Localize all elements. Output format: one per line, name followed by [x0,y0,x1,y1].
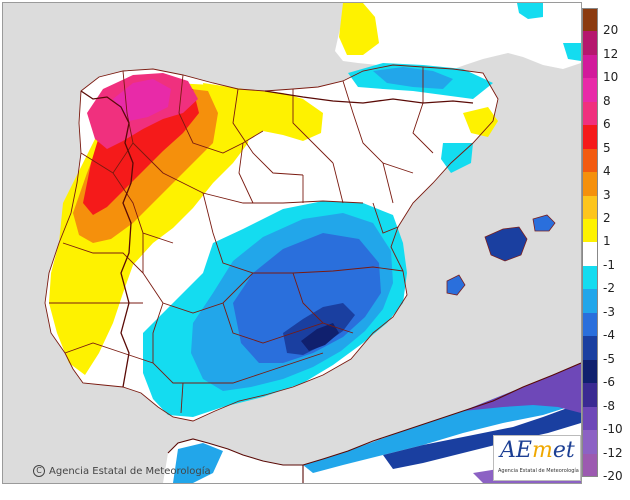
legend-swatch [582,172,598,196]
portugal-border [80,90,134,388]
legend-item: 10 [582,54,628,84]
aemet-logo: AEmet Agencia Estatal de Meteorología [493,435,581,481]
legend-label: 20 [603,23,619,38]
menorca-island [532,214,556,232]
pyrenees-border [264,90,474,104]
legend-label: 6 [603,117,611,132]
legend-label: -1 [603,257,615,272]
legend-item: 20 [582,8,628,37]
aemet-logo-wordmark: AEmet [500,438,575,463]
legend-swatch [582,219,598,243]
africa-landmass [163,363,581,483]
legend-swatch [582,195,598,220]
legend-swatch [582,78,598,102]
africa-border [167,362,581,466]
legend-swatch [582,383,598,407]
legend-item: -1 [582,242,628,272]
copyright-notice: C Agencia Estatal de Meteorología [33,465,211,477]
legend-label: 3 [603,187,611,202]
copyright-icon: C [33,465,45,477]
legend-item: -6 [582,359,628,389]
legend-label: -10 [603,422,623,437]
legend-swatch [582,406,598,431]
legend-item: -2 [582,265,628,295]
copyright-text: Agencia Estatal de Meteorología [49,466,211,477]
legend-label: 10 [603,70,619,85]
legend-swatch [582,242,598,266]
legend-item: 1 [582,219,628,248]
temperature-anomaly-map: C Agencia Estatal de Meteorología AEmet A… [2,2,582,484]
cold-blue-ebro [373,67,453,89]
legend-swatch [582,453,598,477]
ibiza-island [446,274,466,296]
legend-label: -8 [603,398,615,413]
legend-label: -12 [603,445,623,460]
legend-item: -20 [582,453,628,483]
cold-darkblue-central [233,233,381,363]
legend-item: 4 [582,148,628,178]
aemet-logo-subtitle: Agencia Estatal de Meteorología [498,468,579,474]
africa-blue-band [383,403,581,469]
color-legend: 20 12 10 8 6 5 4 3 2 1 -1 -2 -3 -4 -5 -6 -8 -10 -12 -20 [582,8,628,483]
legend-swatch [582,430,598,454]
legend-item: 6 [582,101,628,131]
africa-west-cyan [173,443,223,483]
cold-deep-nevada [301,323,339,351]
legend-swatch [582,148,598,173]
legend-item: -5 [582,336,628,366]
legend-item: 2 [582,195,628,225]
province-borders [44,64,499,422]
legend-item: -12 [582,430,628,460]
legend-swatch [582,125,598,149]
legend-swatch [582,8,598,32]
legend-item: -8 [582,383,628,413]
france-cyan-patch [517,3,543,19]
warm-yellow-catalonia [463,107,498,137]
mallorca-island [484,226,528,262]
legend-label: -4 [603,328,615,343]
legend-label: 2 [603,211,611,226]
legend-label: 8 [603,93,611,108]
legend-item: 3 [582,172,628,202]
legend-swatch [582,54,598,79]
legend-label: -20 [603,468,623,483]
legend-swatch [582,336,598,360]
legend-swatch [582,289,598,313]
legend-swatch [582,312,598,337]
legend-item: 5 [582,125,628,155]
legend-label: 5 [603,140,611,155]
legend-label: 4 [603,164,611,179]
legend-swatch [582,359,598,384]
legend-item: -10 [582,406,628,436]
legend-label: -2 [603,281,615,296]
legend-label: 1 [603,234,611,249]
legend-label: -5 [603,351,615,366]
legend-item: 8 [582,78,628,108]
legend-swatch [582,31,598,55]
legend-item: 12 [582,31,628,61]
legend-swatch [582,265,598,290]
france-cyan-patch-2 [563,43,581,61]
legend-label: 12 [603,46,619,61]
legend-item: -3 [582,289,628,319]
legend-item: -4 [582,312,628,342]
legend-label: -3 [603,304,615,319]
france-yellow-patch [339,3,379,55]
legend-swatch [582,101,598,126]
warm-magenta-core [113,79,171,121]
map-canvas [3,3,581,483]
legend-label: -6 [603,375,615,390]
